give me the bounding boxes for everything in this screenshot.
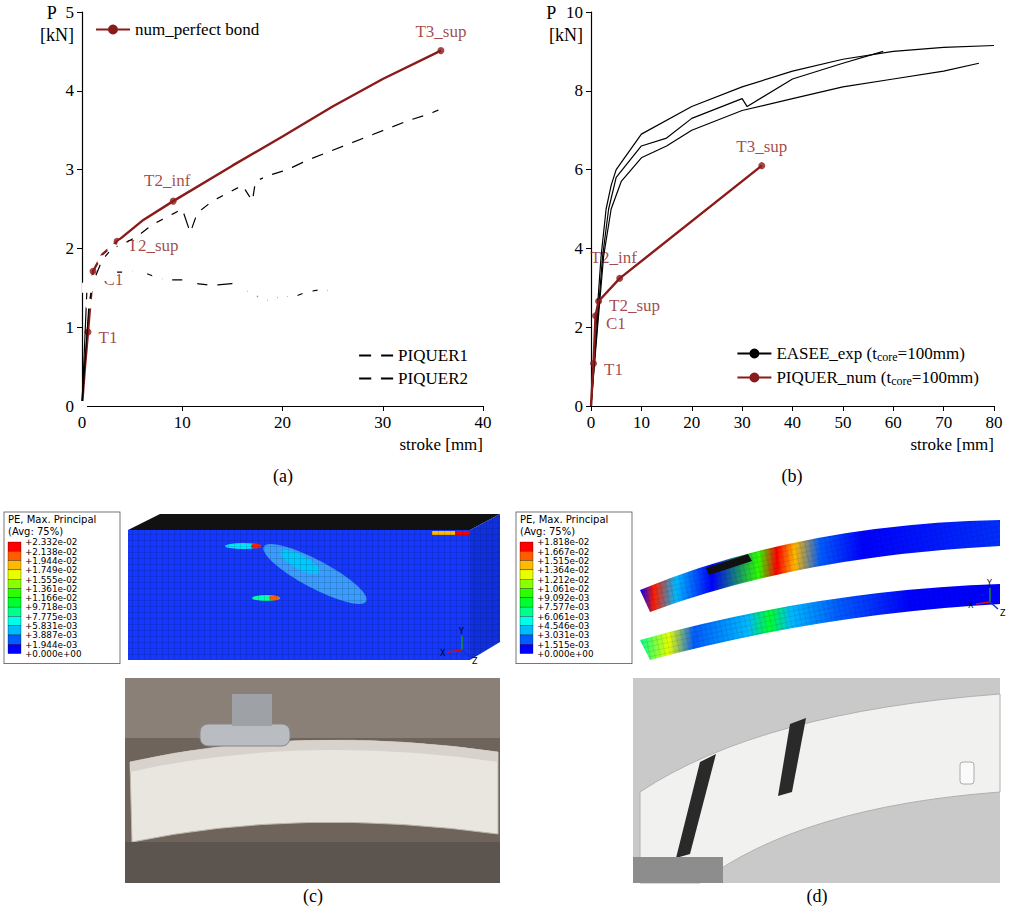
svg-text:+3.887e-03: +3.887e-03 bbox=[25, 630, 78, 641]
svg-text:Y: Y bbox=[986, 579, 992, 588]
svg-text:T2_inf: T2_inf bbox=[591, 248, 638, 267]
svg-text:0: 0 bbox=[66, 397, 75, 416]
svg-text:0: 0 bbox=[78, 413, 87, 432]
svg-text:+1.555e-02: +1.555e-02 bbox=[25, 574, 78, 585]
svg-text:T2_sup: T2_sup bbox=[609, 296, 660, 315]
svg-text:+0.000e+00: +0.000e+00 bbox=[537, 649, 594, 659]
svg-text:4: 4 bbox=[66, 81, 75, 100]
svg-text:+1.944e-02: +1.944e-02 bbox=[25, 555, 78, 566]
svg-text:C1: C1 bbox=[606, 314, 626, 333]
svg-text:40: 40 bbox=[784, 413, 801, 432]
svg-text:PIQUER_num (t: PIQUER_num (t bbox=[776, 368, 891, 387]
svg-text:+1.515e-03: +1.515e-03 bbox=[537, 639, 590, 650]
svg-text:C1: C1 bbox=[103, 269, 124, 289]
svg-text:T2_inf: T2_inf bbox=[144, 171, 191, 190]
svg-text:8: 8 bbox=[575, 81, 584, 100]
svg-text:40: 40 bbox=[475, 413, 492, 432]
svg-text:X: X bbox=[968, 601, 974, 610]
svg-text:(b): (b) bbox=[782, 466, 803, 487]
svg-text:0: 0 bbox=[587, 413, 596, 432]
svg-text:PIQUER1: PIQUER1 bbox=[398, 346, 468, 365]
svg-text:2: 2 bbox=[66, 239, 75, 258]
svg-text:+1.515e-02: +1.515e-02 bbox=[537, 555, 590, 566]
svg-text:10: 10 bbox=[633, 413, 650, 432]
svg-text:+9.092e-03: +9.092e-03 bbox=[537, 593, 590, 604]
svg-text:+7.775e-03: +7.775e-03 bbox=[25, 611, 78, 622]
svg-text:(c): (c) bbox=[303, 886, 323, 907]
svg-text:stroke [mm]: stroke [mm] bbox=[910, 435, 994, 454]
svg-text:2: 2 bbox=[575, 318, 584, 337]
svg-text:EASEE_exp (t: EASEE_exp (t bbox=[776, 344, 877, 363]
svg-text:+2.332e-02: +2.332e-02 bbox=[25, 537, 78, 548]
svg-text:+5.831e-03: +5.831e-03 bbox=[25, 621, 78, 631]
svg-text:+1.166e-02: +1.166e-02 bbox=[25, 593, 78, 604]
svg-text:+1.364e-02: +1.364e-02 bbox=[537, 565, 590, 576]
svg-text:+9.718e-03: +9.718e-03 bbox=[25, 602, 78, 613]
svg-text:+4.546e-03: +4.546e-03 bbox=[537, 621, 590, 631]
svg-text:+0.000e+00: +0.000e+00 bbox=[25, 649, 82, 659]
svg-text:+7.577e-03: +7.577e-03 bbox=[537, 602, 590, 613]
svg-text:20: 20 bbox=[683, 413, 700, 432]
svg-text:=100mm): =100mm) bbox=[898, 344, 965, 363]
svg-text:+1.944e-03: +1.944e-03 bbox=[25, 639, 78, 650]
svg-text:num_perfect bond: num_perfect bond bbox=[135, 20, 260, 39]
svg-text:Z: Z bbox=[1000, 609, 1006, 618]
svg-text:+1.667e-02: +1.667e-02 bbox=[537, 546, 590, 557]
svg-text:+2.138e-02: +2.138e-02 bbox=[25, 546, 78, 557]
svg-text:[kN]: [kN] bbox=[549, 25, 583, 45]
svg-text:PE, Max. Principal: PE, Max. Principal bbox=[8, 514, 96, 525]
svg-text:T2_sup: T2_sup bbox=[127, 235, 179, 255]
svg-text:3: 3 bbox=[66, 160, 75, 179]
svg-text:T3_sup: T3_sup bbox=[415, 22, 466, 41]
svg-text:+1.061e-02: +1.061e-02 bbox=[537, 583, 590, 594]
svg-text:80: 80 bbox=[986, 413, 1003, 432]
svg-text:30: 30 bbox=[734, 413, 751, 432]
svg-text:4: 4 bbox=[575, 239, 584, 258]
svg-text:5: 5 bbox=[66, 3, 75, 22]
svg-text:core: core bbox=[891, 374, 912, 388]
svg-text:P: P bbox=[47, 3, 57, 23]
svg-text:X: X bbox=[440, 649, 446, 658]
svg-text:+3.031e-03: +3.031e-03 bbox=[537, 630, 590, 641]
svg-text:PIQUER2: PIQUER2 bbox=[398, 369, 468, 388]
svg-text:(a): (a) bbox=[273, 466, 293, 487]
svg-text:(Avg: 75%): (Avg: 75%) bbox=[520, 526, 575, 537]
svg-text:T3_sup: T3_sup bbox=[736, 137, 787, 156]
svg-text:10: 10 bbox=[566, 3, 583, 22]
svg-text:+1.749e-02: +1.749e-02 bbox=[25, 565, 78, 576]
svg-text:20: 20 bbox=[274, 413, 291, 432]
svg-text:=100mm): =100mm) bbox=[912, 368, 979, 387]
svg-text:60: 60 bbox=[885, 413, 902, 432]
svg-text:10: 10 bbox=[174, 413, 191, 432]
svg-text:+6.061e-03: +6.061e-03 bbox=[537, 611, 590, 622]
svg-text:70: 70 bbox=[935, 413, 952, 432]
svg-text:1: 1 bbox=[66, 318, 75, 337]
svg-text:50: 50 bbox=[834, 413, 851, 432]
svg-text:P: P bbox=[546, 3, 556, 23]
svg-text:Y: Y bbox=[458, 627, 464, 636]
svg-text:stroke [mm]: stroke [mm] bbox=[399, 435, 483, 454]
svg-text:[kN]: [kN] bbox=[40, 25, 74, 45]
svg-text:T1: T1 bbox=[604, 360, 623, 379]
svg-text:core: core bbox=[877, 350, 898, 364]
svg-text:PE, Max. Principal: PE, Max. Principal bbox=[520, 514, 608, 525]
svg-text:30: 30 bbox=[374, 413, 391, 432]
svg-text:6: 6 bbox=[575, 160, 584, 179]
svg-text:+1.361e-02: +1.361e-02 bbox=[25, 583, 78, 594]
svg-text:Z: Z bbox=[472, 657, 478, 666]
svg-text:T1: T1 bbox=[99, 328, 118, 347]
svg-text:0: 0 bbox=[575, 397, 584, 416]
svg-text:+1.212e-02: +1.212e-02 bbox=[537, 574, 590, 585]
svg-text:(d): (d) bbox=[807, 886, 828, 907]
svg-text:(Avg: 75%): (Avg: 75%) bbox=[8, 526, 63, 537]
svg-text:+1.818e-02: +1.818e-02 bbox=[537, 537, 590, 548]
